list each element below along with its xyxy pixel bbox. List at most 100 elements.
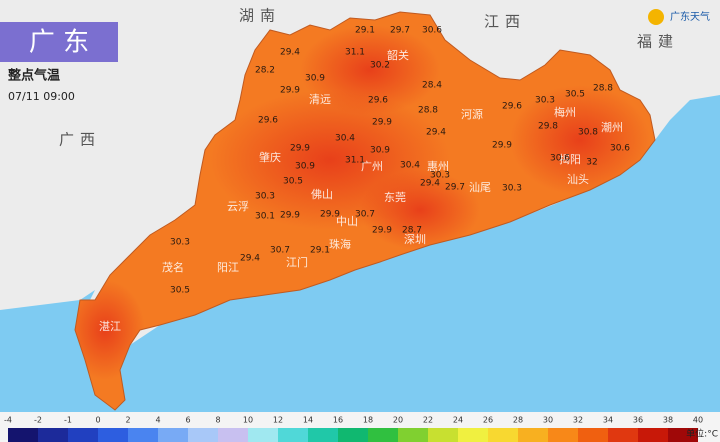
legend-tick: 6 <box>185 416 190 425</box>
temperature: 30.7 <box>355 210 375 220</box>
temperature: 29.9 <box>320 210 340 220</box>
legend-tick: -2 <box>34 416 42 425</box>
hot-zone <box>510 85 650 195</box>
city-label: 揭阳 <box>559 152 581 166</box>
temperature: 29.9 <box>290 144 310 154</box>
temperature: 28.8 <box>418 106 438 116</box>
legend-tick: 24 <box>453 416 463 425</box>
temperature: 31.1 <box>345 156 365 166</box>
temperature: 29.9 <box>492 141 512 151</box>
legend-tick: 38 <box>663 416 673 425</box>
legend-tick: 14 <box>303 416 313 425</box>
city-label: 河源 <box>461 107 483 121</box>
city-label: 肇庆 <box>259 150 281 164</box>
city-label: 佛山 <box>311 188 333 201</box>
legend-swatch <box>518 428 548 442</box>
legend-tick: 0 <box>95 416 100 425</box>
temperature: 29.6 <box>502 102 522 112</box>
temperature: 30.4 <box>400 161 420 171</box>
legend-tick: 18 <box>363 416 373 425</box>
hot-zone <box>300 25 440 115</box>
temperature: 30.6 <box>422 26 442 36</box>
temperature: 30.9 <box>305 74 325 84</box>
legend-swatch <box>278 428 308 442</box>
legend-swatch <box>218 428 248 442</box>
legend-swatch <box>158 428 188 442</box>
logo: 广东天气 <box>670 10 710 23</box>
temperature: 30.6 <box>550 154 570 164</box>
city-label: 清远 <box>309 93 331 106</box>
temperature: 30.9 <box>295 162 315 172</box>
legend-tick: 40 <box>693 416 703 425</box>
temperature: 30.5 <box>170 286 190 296</box>
temperature: 29.9 <box>372 118 392 128</box>
temperature: 29.4 <box>420 179 440 189</box>
temperature: 28.4 <box>422 81 442 91</box>
legend-swatch <box>608 428 638 442</box>
legend-swatch <box>398 428 428 442</box>
temperature: 28.8 <box>593 84 613 94</box>
city-label: 云浮 <box>227 200 249 213</box>
legend: -4 -2 -1 0 2 4 6 8 10 12 14 16 18 20 22 24 26 28 30 32 34 36 3… <box>0 412 720 442</box>
legend-tick: -1 <box>64 416 72 425</box>
temperature: 30.5 <box>565 90 585 100</box>
temperature: 30.3 <box>430 171 450 181</box>
legend-swatch <box>458 428 488 442</box>
title-box <box>0 22 118 62</box>
legend-swatch <box>308 428 338 442</box>
legend-tick: 20 <box>393 416 403 425</box>
region-label: 湖南 <box>239 7 281 25</box>
legend-tick: 22 <box>423 416 433 425</box>
legend-tick: 4 <box>155 416 160 425</box>
temperature: 30.9 <box>370 146 390 156</box>
legend-tick: 12 <box>273 416 283 425</box>
temperature: 30.7 <box>270 246 290 256</box>
legend-tick: 30 <box>543 416 553 425</box>
temperature: 29.7 <box>445 183 465 193</box>
hot-zone <box>75 280 145 380</box>
temperature: 30.4 <box>335 134 355 144</box>
city-label: 江门 <box>286 255 308 269</box>
city-label: 惠州 <box>427 159 449 173</box>
temperature: 29.1 <box>355 26 375 36</box>
city-label: 湛江 <box>99 320 121 333</box>
legend-swatch <box>188 428 218 442</box>
city-label: 阳江 <box>217 261 239 274</box>
legend-tick: 36 <box>633 416 643 425</box>
legend-tick: 26 <box>483 416 493 425</box>
temperature: 29.4 <box>240 254 260 264</box>
city-label: 茂名 <box>162 260 184 274</box>
temperature: 29.4 <box>280 48 300 58</box>
temperature: 29.9 <box>280 86 300 96</box>
legend-tick: 16 <box>333 416 343 425</box>
temperature: 30.8 <box>578 128 598 138</box>
region-label: 广西 <box>59 131 101 149</box>
legend-swatch <box>68 428 98 442</box>
temperature: 28.7 <box>402 226 422 236</box>
time: 07/11 09:00 <box>8 90 75 103</box>
subtitle: 整点气温 <box>7 68 60 84</box>
region-label: 福建 <box>637 33 679 51</box>
legend-swatch <box>638 428 668 442</box>
legend-unit: 单位:°C <box>686 428 718 440</box>
legend-swatch <box>338 428 368 442</box>
legend-swatch <box>548 428 578 442</box>
title: 广 东 <box>29 28 89 58</box>
logo-icon <box>648 9 664 25</box>
city-label: 潮州 <box>601 120 623 134</box>
temperature: 30.5 <box>283 177 303 187</box>
temperature: 28.2 <box>255 66 275 76</box>
temperature: 30.3 <box>255 192 275 202</box>
temperature: 29.6 <box>368 96 388 106</box>
city-label: 深圳 <box>404 233 426 246</box>
city-label: 中山 <box>336 215 358 228</box>
temperature: 30.6 <box>610 144 630 154</box>
temperature: 30.1 <box>255 212 275 222</box>
legend-swatch <box>98 428 128 442</box>
hot-zone <box>360 170 480 250</box>
temperature: 29.6 <box>258 116 278 126</box>
temperature: 30.2 <box>370 61 390 71</box>
legend-swatch <box>488 428 518 442</box>
legend-tick: 8 <box>215 416 220 425</box>
